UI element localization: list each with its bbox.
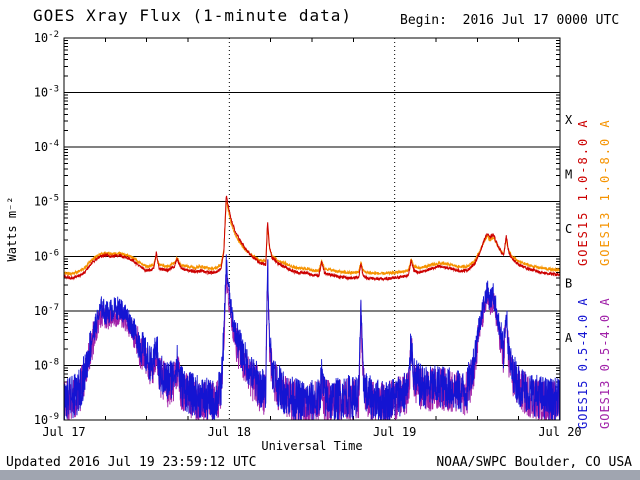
y-tick-label: 10-8	[34, 357, 59, 372]
footer-bar	[0, 470, 640, 480]
begin-timestamp: Begin: 2016 Jul 17 0000 UTC	[400, 13, 620, 28]
trace-goes15-0.5-4.0-a	[64, 254, 560, 420]
trace-goes13-1.0-8.0-a	[64, 201, 560, 277]
page-title: GOES Xray Flux (1-minute data)	[33, 6, 352, 25]
series-label-goes15-short: GOES15 0.5-4.0 A	[576, 297, 590, 429]
series-label-goes13-long: GOES13 1.0-8.0 A	[598, 118, 612, 266]
series-label-goes15-long: GOES15 1.0-8.0 A	[576, 118, 590, 266]
plot-border	[63, 37, 561, 421]
flare-class-label-a: A	[565, 331, 573, 345]
series-traces	[64, 195, 560, 420]
updated-timestamp: Updated 2016 Jul 19 23:59:12 UTC	[6, 455, 257, 470]
decade-gridlines	[64, 37, 560, 421]
flare-class-label-m: M	[565, 167, 572, 181]
y-tick-label: 10-5	[34, 194, 59, 209]
y-tick-label: 10-9	[34, 412, 59, 427]
series-label-goes13-short: GOES13 0.5-4.0 A	[598, 297, 612, 429]
y-tick-label: 10-4	[34, 139, 59, 154]
x-tick-label: Jul 20	[538, 425, 581, 439]
minor-ticks	[64, 38, 560, 420]
y-tick-label: 10-2	[34, 30, 59, 45]
y-tick-label: 10-6	[34, 248, 59, 263]
x-tick-label: Jul 19	[373, 425, 416, 439]
x-tick-label: Jul 17	[42, 425, 85, 439]
x-axis-title: Universal Time	[261, 439, 362, 453]
y-tick-label: 10-3	[34, 85, 59, 100]
flare-class-label-b: B	[565, 277, 572, 291]
y-axis-title: Watts m⁻²	[5, 196, 19, 261]
x-tick-label: Jul 18	[208, 425, 251, 439]
trace-goes15-1.0-8.0-a	[64, 195, 560, 282]
y-tick-label: 10-7	[34, 303, 59, 318]
data-source-credit: NOAA/SWPC Boulder, CO USA	[436, 455, 632, 470]
flare-class-label-x: X	[565, 113, 573, 127]
flare-class-label-c: C	[565, 222, 572, 236]
